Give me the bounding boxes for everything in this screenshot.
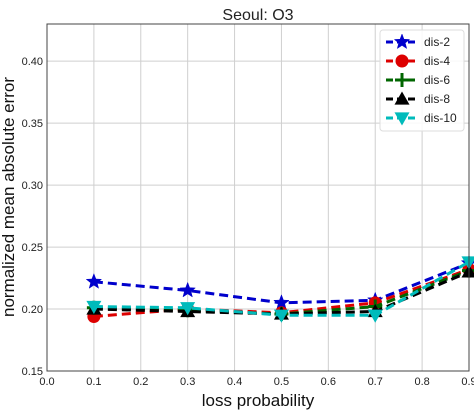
legend-label: dis-4 <box>424 54 450 68</box>
legend-marker <box>395 73 409 87</box>
x-tick-label: 0.2 <box>133 376 148 388</box>
data-point <box>86 300 102 315</box>
legend: dis-2 dis-4 dis-6 dis-8 dis-10 <box>379 29 465 132</box>
legend-marker <box>393 33 411 50</box>
x-tick-label: 0.3 <box>180 376 195 388</box>
legend-item: dis-10 <box>386 111 457 126</box>
series-layer <box>85 254 474 323</box>
legend-item: dis-6 <box>386 73 450 87</box>
y-axis-label: normalized mean absolute error <box>0 77 18 317</box>
legend-marker <box>394 112 410 126</box>
data-point <box>461 264 474 278</box>
x-tick-label: 0.8 <box>414 376 429 388</box>
x-tick-label: 0.4 <box>227 376 242 388</box>
x-tick-label: 0.7 <box>368 376 383 388</box>
series-dis-2 <box>85 254 474 310</box>
legend-label: dis-2 <box>424 35 450 49</box>
legend-label: dis-10 <box>424 111 457 125</box>
x-tick-label: 0.0 <box>39 376 54 388</box>
x-tick-label: 0.5 <box>274 376 289 388</box>
data-point <box>85 273 103 289</box>
chart-title: Seoul: O3 <box>222 7 293 24</box>
x-tick-label: 0.1 <box>86 376 101 388</box>
y-tick-label: 0.20 <box>22 304 43 316</box>
y-tick-label: 0.40 <box>22 56 43 68</box>
legend-item: dis-8 <box>386 91 450 106</box>
data-point <box>179 281 196 298</box>
data-point <box>273 294 290 310</box>
series-dis-10 <box>86 256 474 323</box>
data-point <box>367 309 383 323</box>
y-tick-label: 0.30 <box>22 180 43 192</box>
legend-marker <box>394 91 410 105</box>
x-tick-label: 0.6 <box>321 376 336 388</box>
data-point <box>461 256 474 270</box>
y-tick-label: 0.15 <box>22 366 43 378</box>
data-point <box>180 302 196 316</box>
legend-item: dis-2 <box>386 33 450 50</box>
legend-marker <box>395 54 409 68</box>
legend-item: dis-4 <box>386 54 450 68</box>
x-axis-label: loss probability <box>202 391 315 410</box>
plot-frame <box>46 23 470 372</box>
legend-label: dis-6 <box>424 73 450 87</box>
y-tick-label: 0.35 <box>22 118 43 130</box>
legend-label: dis-8 <box>424 92 450 106</box>
x-tick-label: 0.9 <box>461 376 474 388</box>
ticks: 0.0 0.1 0.2 0.3 0.4 0.5 0.6 0.7 0.8 0.9 0.15 0.20 0.… <box>22 56 474 388</box>
y-tick-label: 0.25 <box>22 242 43 254</box>
data-point <box>273 309 289 323</box>
